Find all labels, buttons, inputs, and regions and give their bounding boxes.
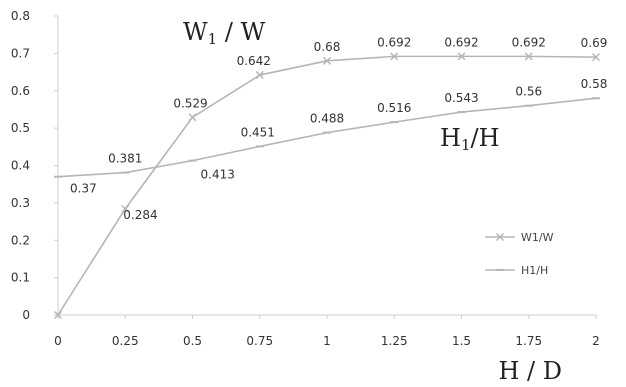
data-point [524,52,533,61]
data-label: 0.56 [515,85,542,99]
data-label: 0.692 [377,35,411,49]
data-label: 0.642 [237,54,271,68]
data-label: 0.451 [241,125,275,139]
data-point [390,52,399,61]
data-label: 0.488 [310,112,344,126]
x-tick-label: 2 [592,334,600,348]
y-tick-label: 0.1 [11,271,30,285]
legend-label: H1/H [521,264,548,277]
data-label: 0.692 [512,35,546,49]
data-point [121,204,130,213]
series-markers [54,52,600,319]
data-point [323,56,331,65]
data-label: 0.543 [444,91,478,105]
data-point [592,53,600,62]
data-label: 0.529 [173,96,207,110]
x-tick-label: 1.5 [452,334,471,348]
legend-swatch-marker [496,233,504,241]
legend: W1/W H1/H [485,231,554,277]
legend-label: W1/W [521,231,554,244]
x-axis-title: H / D [498,357,562,385]
x-tick-label: 1.25 [381,334,408,348]
x-tick-label: 1 [323,334,331,348]
w1-over-w-annotation: W1 / W [183,18,266,48]
data-label: 0.37 [70,182,97,196]
axes: 0 0.1 0.2 0.3 0.4 0.5 0.6 0.7 0.8 0 0.25 0.5 0.75 1 1.… [11,9,600,348]
h1-over-h-annotation: H1/H [440,124,500,154]
data-label: 0.413 [201,168,235,182]
y-tick-label: 0.5 [11,121,30,135]
data-point [54,311,62,319]
data-label: 0.516 [377,101,411,115]
data-point [188,113,197,122]
data-point [457,52,466,61]
y-tick-label: 0 [22,308,30,322]
y-tick-label: 0.8 [11,9,30,23]
data-labels: 0.284 0.529 0.642 0.68 0.692 0.692 0.692 0.69 0.… [70,35,607,221]
data-label: 0.284 [123,208,157,222]
y-tick-label: 0.7 [11,46,30,60]
data-label: 0.69 [581,36,608,50]
data-label: 0.381 [108,152,142,166]
y-tick-label: 0.3 [11,196,30,210]
x-tick-label: 1.75 [515,334,542,348]
x-tick-label: 0 [54,334,62,348]
y-tick-label: 0.4 [11,159,30,173]
data-label: 0.68 [314,40,341,54]
y-tick-label: 0.2 [11,233,30,247]
x-tick-label: 0.25 [112,334,139,348]
y-tick-label: 0.6 [11,84,30,98]
data-point [255,71,264,80]
data-label: 0.692 [444,35,478,49]
data-label: 0.58 [581,77,608,91]
x-tick-label: 0.75 [246,334,273,348]
x-tick-label: 0.5 [183,334,202,348]
